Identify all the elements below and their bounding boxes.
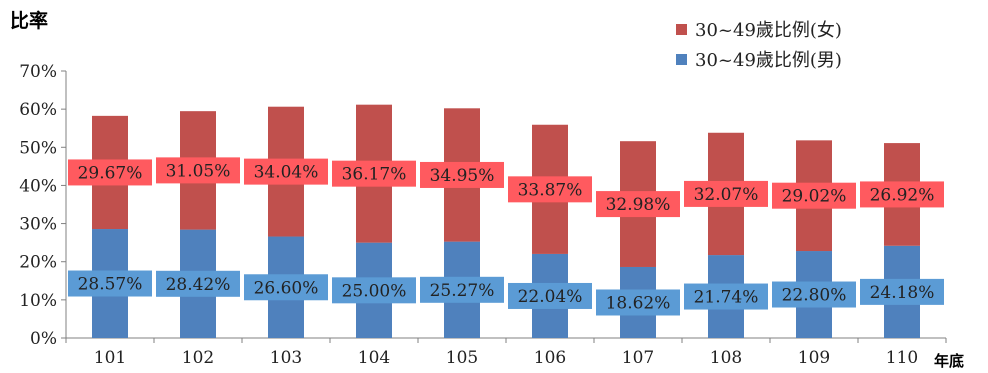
x-tick-label: 104 bbox=[358, 348, 390, 368]
x-tick-label: 105 bbox=[446, 348, 478, 368]
y-tick-label: 50% bbox=[19, 138, 57, 158]
data-label-female-108: 32.07% bbox=[694, 185, 759, 205]
data-label-bg-male-101 bbox=[68, 270, 152, 297]
legend: 30~49歲比例(女) 30~49歲比例(男) bbox=[676, 14, 842, 74]
data-label-male-101: 28.57% bbox=[78, 275, 143, 295]
data-label-male-109: 22.80% bbox=[782, 286, 847, 306]
x-axis-title: 年底 bbox=[934, 352, 965, 370]
data-label-bg-male-105 bbox=[420, 276, 504, 303]
data-label-male-110: 24.18% bbox=[870, 283, 935, 303]
legend-item-male: 30~49歲比例(男) bbox=[676, 44, 842, 74]
y-tick-label: 70% bbox=[19, 62, 57, 82]
data-label-male-106: 22.04% bbox=[518, 287, 583, 307]
x-tick-label: 110 bbox=[886, 348, 918, 368]
data-label-female-103: 34.04% bbox=[254, 163, 319, 183]
legend-swatch-female bbox=[676, 23, 687, 35]
legend-label-female: 30~49歲比例(女) bbox=[695, 20, 842, 41]
data-label-bg-female-103 bbox=[244, 158, 328, 185]
data-label-bg-male-107 bbox=[596, 289, 680, 316]
data-label-bg-female-110 bbox=[860, 181, 944, 208]
data-label-female-106: 33.87% bbox=[518, 180, 583, 200]
y-tick-label: 0% bbox=[30, 329, 57, 349]
data-label-female-105: 34.95% bbox=[430, 166, 495, 186]
data-label-bg-male-106 bbox=[508, 282, 592, 309]
data-label-bg-female-101 bbox=[68, 159, 152, 186]
y-tick-label: 40% bbox=[19, 176, 57, 196]
data-label-bg-male-108 bbox=[684, 283, 768, 310]
x-tick-label: 109 bbox=[798, 348, 830, 368]
y-axis-title: 比率 bbox=[10, 10, 49, 32]
data-label-male-104: 25.00% bbox=[342, 281, 407, 301]
data-label-bg-female-109 bbox=[772, 182, 856, 209]
data-label-female-101: 29.67% bbox=[78, 163, 143, 183]
x-tick-label: 101 bbox=[94, 348, 126, 368]
x-tick-label: 107 bbox=[622, 348, 654, 368]
x-tick-label: 108 bbox=[710, 348, 742, 368]
data-label-bg-male-104 bbox=[332, 277, 416, 304]
x-tick-label: 102 bbox=[182, 348, 214, 368]
data-label-bg-male-103 bbox=[244, 274, 328, 301]
data-label-bg-female-106 bbox=[508, 176, 592, 203]
x-tick-label: 103 bbox=[270, 348, 302, 368]
data-label-female-102: 31.05% bbox=[166, 161, 231, 181]
x-tick-label: 106 bbox=[534, 348, 566, 368]
legend-label-male: 30~49歲比例(男) bbox=[695, 50, 842, 71]
y-tick-label: 20% bbox=[19, 253, 57, 273]
data-label-bg-male-102 bbox=[156, 270, 240, 297]
data-label-male-108: 21.74% bbox=[694, 288, 759, 308]
data-label-male-103: 26.60% bbox=[254, 278, 319, 298]
data-label-bg-female-105 bbox=[420, 161, 504, 188]
data-label-female-109: 29.02% bbox=[782, 187, 847, 207]
legend-swatch-male bbox=[676, 53, 687, 65]
y-tick-label: 60% bbox=[19, 100, 57, 120]
data-label-male-107: 18.62% bbox=[606, 293, 671, 313]
data-label-bg-female-108 bbox=[684, 180, 768, 207]
data-label-bg-male-110 bbox=[860, 278, 944, 305]
y-tick-label: 30% bbox=[19, 215, 57, 235]
y-tick-label: 10% bbox=[19, 291, 57, 311]
data-label-male-105: 25.27% bbox=[430, 281, 495, 301]
data-label-female-110: 26.92% bbox=[870, 185, 935, 205]
data-label-bg-female-102 bbox=[156, 157, 240, 184]
data-label-bg-female-107 bbox=[596, 191, 680, 218]
data-label-female-107: 32.98% bbox=[606, 195, 671, 215]
data-label-male-102: 28.42% bbox=[166, 275, 231, 295]
legend-item-female: 30~49歲比例(女) bbox=[676, 14, 842, 44]
data-label-female-104: 36.17% bbox=[342, 165, 407, 185]
data-label-bg-female-104 bbox=[332, 160, 416, 187]
data-label-bg-male-109 bbox=[772, 281, 856, 308]
